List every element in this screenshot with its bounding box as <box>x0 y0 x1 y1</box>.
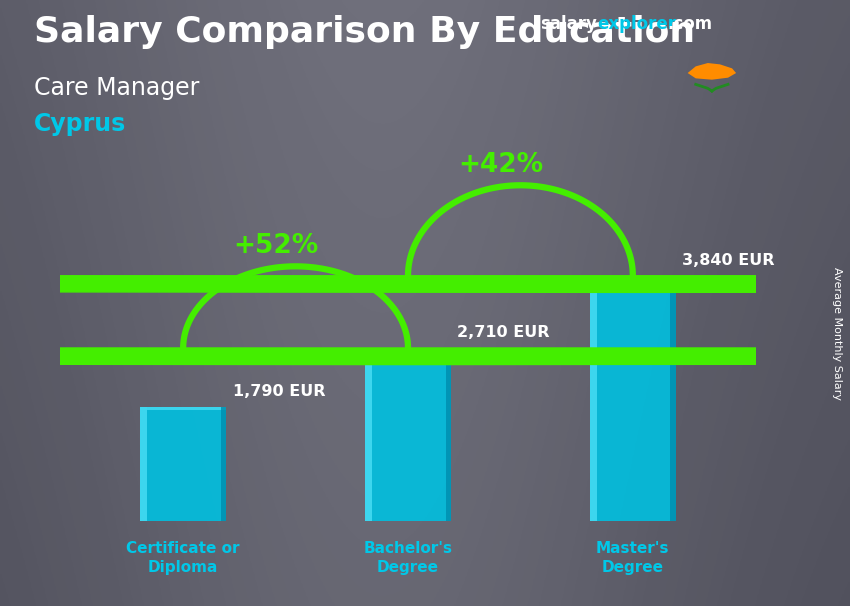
Text: 1,790 EUR: 1,790 EUR <box>233 384 326 399</box>
Bar <box>590 276 597 521</box>
Text: Care Manager: Care Manager <box>34 76 200 100</box>
Bar <box>366 348 450 352</box>
Text: +52%: +52% <box>233 233 319 259</box>
Text: Cyprus: Cyprus <box>34 112 127 136</box>
Bar <box>590 276 676 282</box>
Bar <box>140 407 147 521</box>
Polygon shape <box>0 348 850 365</box>
Bar <box>140 407 226 521</box>
Bar <box>445 348 451 521</box>
Text: explorer: explorer <box>598 15 677 33</box>
Text: 2,710 EUR: 2,710 EUR <box>457 325 550 341</box>
Bar <box>671 276 676 521</box>
Polygon shape <box>0 276 850 292</box>
Text: salary: salary <box>540 15 597 33</box>
Polygon shape <box>688 63 736 80</box>
Text: Salary Comparison By Education: Salary Comparison By Education <box>34 15 695 49</box>
Bar <box>366 348 372 521</box>
Bar <box>366 348 450 521</box>
Text: 3,840 EUR: 3,840 EUR <box>683 253 775 268</box>
Text: .com: .com <box>667 15 712 33</box>
Bar <box>221 407 226 521</box>
Text: Average Monthly Salary: Average Monthly Salary <box>832 267 842 400</box>
Bar <box>590 276 676 521</box>
Text: +42%: +42% <box>458 152 543 178</box>
Bar <box>140 407 226 410</box>
